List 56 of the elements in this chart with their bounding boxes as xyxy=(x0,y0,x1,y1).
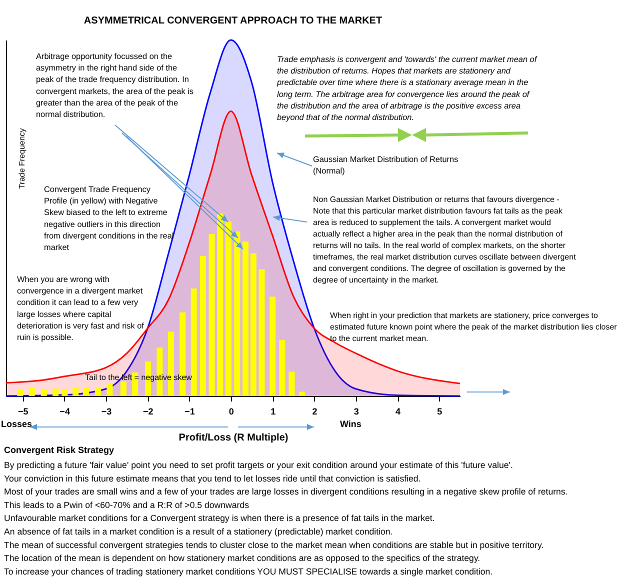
bar xyxy=(17,390,24,396)
x-tick-label: 1 xyxy=(270,406,276,416)
bar xyxy=(225,222,232,396)
bar xyxy=(40,389,47,396)
bar xyxy=(250,253,256,396)
bar xyxy=(62,388,68,396)
bar xyxy=(200,256,206,396)
annotation: When you are wrong with convergence in a divergent market condition it can lead to a few very large losses where capital deterioration is very fast and risk of ruin is possible. xyxy=(17,275,145,342)
text: To increase your chances of trading stationery market conditions YOU MUST SPECIALISE towards a single market condition. xyxy=(4,566,493,576)
annotation: Arbitrage opportunity focussed on the asymmetry in the right hand side of the peak of the trade frequency distribution. In convergent markets, the area of the peak is greater than the area of the peak of the normal distribution. xyxy=(36,52,194,119)
text: An absence of fat tails in a market condition is a result of a stationery (predictable) market condition. xyxy=(4,526,393,536)
x-tick-label: −1 xyxy=(184,406,195,416)
bar xyxy=(28,387,35,396)
bar xyxy=(288,372,295,396)
text: Wins xyxy=(340,419,362,429)
x-tick-label: −5 xyxy=(18,406,28,416)
x-tick-label: 5 xyxy=(437,406,442,416)
bar xyxy=(279,340,286,396)
bar xyxy=(217,213,224,396)
annotation: Gaussian Market Distribution of Returns (Normal) xyxy=(313,155,458,176)
x-tick-label: −3 xyxy=(101,406,112,416)
bar xyxy=(242,241,248,396)
x-tick-label: 3 xyxy=(354,406,359,416)
bar xyxy=(82,387,89,396)
text: Most of your trades are small wins and a few of your trades are large losses in divergent conditions resulting in a negative skew profile of returns. xyxy=(4,486,568,497)
text: The mean of successful convergent strategies tends to cluster close to the market mean when conditions are stable but in positive territory. xyxy=(4,540,544,550)
x-tick-label: 4 xyxy=(396,406,401,416)
bar xyxy=(234,232,240,396)
bar xyxy=(106,383,113,396)
bar xyxy=(270,296,276,396)
text: By predicting a future 'fair value' point you need to set profit targets or your exit condition around your estimate of this 'future value'. xyxy=(4,460,513,470)
bar xyxy=(52,388,59,396)
bar xyxy=(95,388,102,396)
bar xyxy=(190,288,197,396)
text: This leads to a Pwin of <60-70% and a R:R of >0.5 downwards xyxy=(4,500,250,510)
x-tick-label: −4 xyxy=(60,406,70,416)
text: Losses xyxy=(1,419,32,429)
text: Unfavourable market conditions for a Convergent strategy is when there is a presence of fat tails in the market. xyxy=(4,513,435,524)
bar xyxy=(208,234,215,396)
text: Your conviction in this future estimate means that you tend to let losses ride until that conviction is satisfied. xyxy=(4,473,421,484)
annotation: When right in your prediction that markets are stationery, price converges to estimated future known point where the peak of the market distribution lies closer to the current market mean. xyxy=(330,311,618,343)
x-tick-label: 2 xyxy=(312,406,318,416)
x-tick-label: −2 xyxy=(142,406,154,416)
y-axis-title: Trade Frequency xyxy=(18,128,26,189)
bar xyxy=(258,269,265,396)
bar xyxy=(299,392,306,396)
bar xyxy=(132,372,138,396)
annotation: Non Gaussian Market Distribution or returns that favours divergence - Note that this particular market distribution favours fat tails as the peak area is reduced to supplement the tails. A convergent market would actually reflect a higher area in the peak than the normal distribution of returns will no tails. In the real world of complex markets, on the shorter timeframes, the real market distribution curves oscillate between divergent and convergent conditions. The degree of oscillation is governed by the degree of uncertainty in the market. xyxy=(313,195,577,284)
chart-title: ASYMMETRICAL CONVERGENT APPROACH TO THE MARKET xyxy=(84,15,382,26)
text: Convergent Risk Strategy xyxy=(4,445,114,455)
x-axis-title: Profit/Loss (R Multiple) xyxy=(178,432,288,444)
bar xyxy=(120,381,126,396)
text: The location of the mean is dependent on how stationery market conditions are as opposed to the specifics of the strategy. xyxy=(4,553,480,564)
bar xyxy=(72,387,79,396)
x-tick-label: 0 xyxy=(228,406,234,416)
annotation: Trade emphasis is convergent and 'towards' the current market mean of the distribution of returns. Hopes that markets are stationery and predictable over time where there is a stationary average mean in the long term. The arbitrage area for convergence lies around the peak of the distribution and the area of arbitrage is the positive excess area beyond that of the normal distribution. xyxy=(276,55,538,122)
